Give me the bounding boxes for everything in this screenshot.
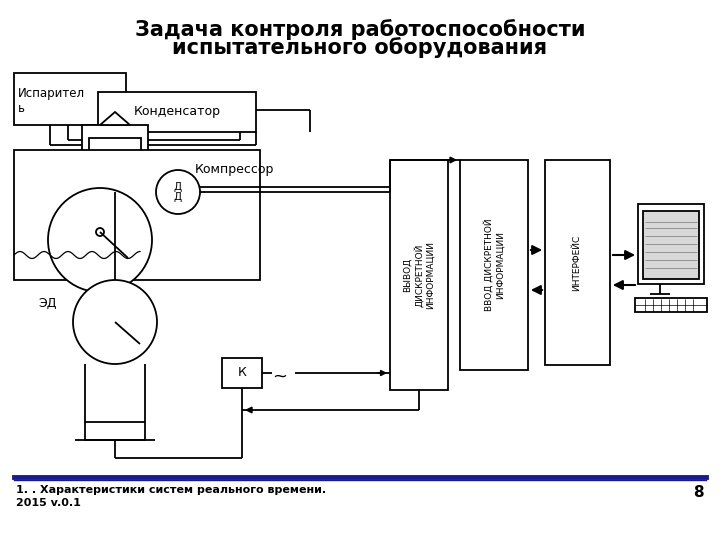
Bar: [98, 92, 256, 132]
Circle shape: [156, 170, 200, 214]
Bar: [390, 160, 448, 390]
Bar: [460, 160, 528, 370]
Text: Конденсатор: Конденсатор: [133, 105, 220, 118]
Bar: [89, 138, 141, 185]
Bar: [545, 160, 610, 365]
Text: испытательного оборудования: испытательного оборудования: [172, 37, 548, 58]
Text: ~: ~: [272, 368, 287, 386]
Bar: [635, 298, 707, 312]
Circle shape: [96, 228, 104, 236]
Text: ИНТЕРФЕЙС: ИНТЕРФЕЙС: [572, 235, 582, 291]
Bar: [643, 211, 699, 279]
Text: ЭД: ЭД: [38, 296, 56, 309]
Text: ВВОД ДИСКРЕТНОЙ
ИНФОРМАЦИИ: ВВОД ДИСКРЕТНОЙ ИНФОРМАЦИИ: [484, 219, 505, 312]
Bar: [638, 204, 704, 284]
Polygon shape: [100, 112, 130, 125]
Text: Д
Д: Д Д: [174, 181, 182, 202]
Text: Задача контроля работоспособности: Задача контроля работоспособности: [135, 19, 585, 40]
Text: 8: 8: [693, 485, 704, 500]
Text: Испарител
ь: Испарител ь: [18, 87, 85, 115]
Circle shape: [73, 280, 157, 364]
Bar: [82, 125, 148, 192]
Bar: [14, 150, 260, 280]
Text: ВЫВОД
ДИСКРЕТНОЙ
ИНФОРМАЦИИ: ВЫВОД ДИСКРЕТНОЙ ИНФОРМАЦИИ: [402, 241, 435, 309]
Text: 1. . Характеристики систем реального времени.
2015 v.0.1: 1. . Характеристики систем реального вре…: [16, 485, 326, 508]
Text: Компрессор: Компрессор: [195, 164, 274, 177]
Bar: [85, 422, 145, 440]
Circle shape: [48, 188, 152, 292]
Text: К: К: [238, 367, 246, 380]
Bar: [14, 73, 126, 125]
Bar: [222, 358, 262, 388]
